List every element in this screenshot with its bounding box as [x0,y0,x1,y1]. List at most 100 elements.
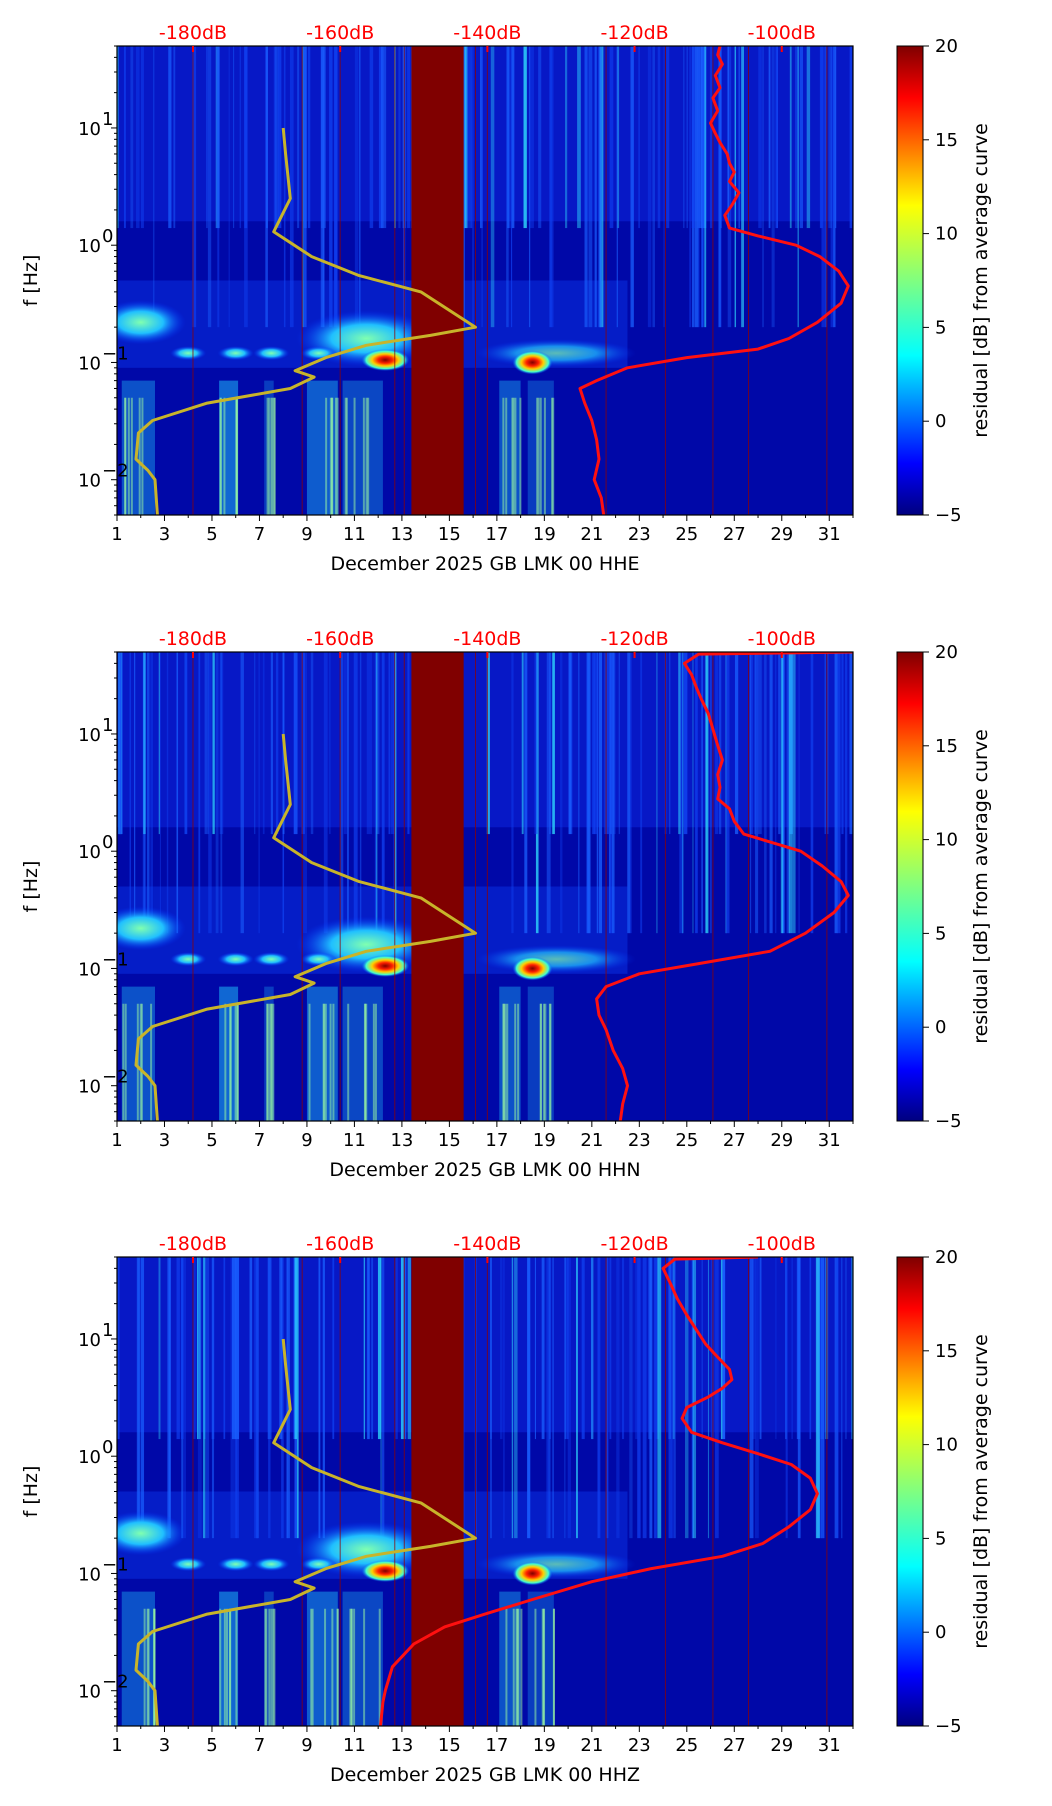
x-tick-label: 21 [580,1130,603,1151]
top-axis-label: -140dB [453,22,521,44]
heatmap-glow [253,346,290,361]
plot-area [117,46,853,515]
heatmap-streak [635,1257,638,1440]
x-tick-label: 13 [390,524,413,545]
heatmap-streak [666,46,670,229]
heatmap-streak [211,1257,215,1539]
y-tick-label: 10 [78,119,101,140]
heatmap-streak [343,652,347,835]
y-tick-exponent: 0 [102,226,113,247]
heatmap-low-streak [270,1608,273,1726]
heatmap-low-streak [372,1003,375,1121]
x-tick-label: 29 [770,1130,793,1151]
heatmap-hot-spot [512,350,553,375]
heatmap-low-streak [350,1608,353,1726]
heatmap-low-streak [268,397,271,515]
heatmap-streak [607,1257,609,1539]
y-tick-exponent: 1 [102,109,113,130]
heatmap-streak [394,652,397,934]
heatmap-low-streak [146,1608,149,1726]
y-tick-exponent: 0 [102,832,113,853]
colorbar-tick-label: 15 [935,1341,958,1362]
heatmap-streak [180,1257,184,1440]
x-tick-label: 27 [723,524,746,545]
heatmap-low-streak [536,397,539,515]
heatmap-low-streak [336,1608,339,1726]
heatmap-glow [476,339,637,368]
colorbar-tick-label: 15 [935,736,958,757]
heatmap-low-streak [363,1608,366,1726]
heatmap-streak [754,652,756,835]
heatmap-streak [837,652,841,934]
heatmap-low-streak [236,1003,239,1121]
heatmap-data-gap [411,652,464,1121]
heatmap-streak [598,46,602,328]
heatmap-streak [490,1257,492,1539]
heatmap-low-streak [512,1608,515,1726]
heatmap-streak [720,1257,723,1440]
heatmap-streak [400,1257,404,1440]
heatmap-streak [752,1257,756,1440]
heatmap-streak [845,652,848,934]
x-axis-label: December 2025 GB LMK 00 HHE [330,553,639,575]
heatmap-streak [552,652,555,835]
heatmap-low-streak [124,397,127,515]
heatmap-streak [795,46,799,229]
heatmap-streak [584,46,588,328]
heatmap-low-streak [234,1003,237,1121]
heatmap-streak [297,46,300,229]
heatmap-streak [581,1257,585,1440]
heatmap-streak [277,46,282,229]
top-axis-label: -180dB [159,22,227,44]
heatmap-streak [359,652,362,934]
heatmap-streak [367,1257,370,1440]
heatmap-streak [607,652,611,835]
heatmap-low-streak [537,397,540,515]
heatmap-streak [296,1257,299,1539]
heatmap-streak [366,1257,370,1440]
heatmap-low-streak [515,1608,518,1726]
x-tick-label: 31 [818,1130,841,1151]
heatmap-streak [466,46,469,229]
heatmap-streak [274,46,279,229]
heatmap-low-streak [344,397,347,515]
heatmap-streak [303,46,307,229]
heatmap-streak [668,652,671,835]
heatmap-streak [762,46,764,328]
heatmap-low-streak [544,1003,547,1121]
heatmap-streak [671,1257,675,1539]
heatmap-streak [158,1257,161,1440]
heatmap-streak [481,46,483,328]
x-axis-label: December 2025 GB LMK 00 HHN [329,1159,640,1181]
heatmap-streak [468,46,472,229]
heatmap-streak [750,652,752,934]
heatmap-streak [490,46,495,328]
heatmap-streak [706,652,709,934]
heatmap-streak [407,652,410,835]
x-tick-label: 15 [438,1735,461,1756]
heatmap-streak [749,1257,754,1539]
x-tick-label: 19 [533,524,556,545]
heatmap-streak [710,652,712,934]
x-tick-label: 5 [206,1735,217,1756]
heatmap-streak [599,652,603,934]
heatmap-low-streak [273,397,276,515]
heatmap-glow [476,945,637,974]
heatmap-low-streak [229,1608,232,1726]
heatmap-streak [123,46,126,229]
y-tick-label: 10 [78,1330,101,1351]
heatmap-low-streak [552,397,555,515]
heatmap-streak [786,652,791,934]
x-tick-label: 11 [343,1735,366,1756]
y-tick-exponent: −2 [102,1067,129,1088]
heatmap-streak [511,652,514,934]
noise-model-line [134,127,477,515]
heatmap-streak [815,1257,820,1539]
heatmap-streak [507,46,510,229]
heatmap-low-streak [378,1608,381,1726]
heatmap-streak [143,652,146,835]
heatmap-streak [240,652,244,934]
heatmap-streak [738,46,740,229]
heatmap-streak [239,46,242,229]
heatmap-low-streak [271,397,274,515]
